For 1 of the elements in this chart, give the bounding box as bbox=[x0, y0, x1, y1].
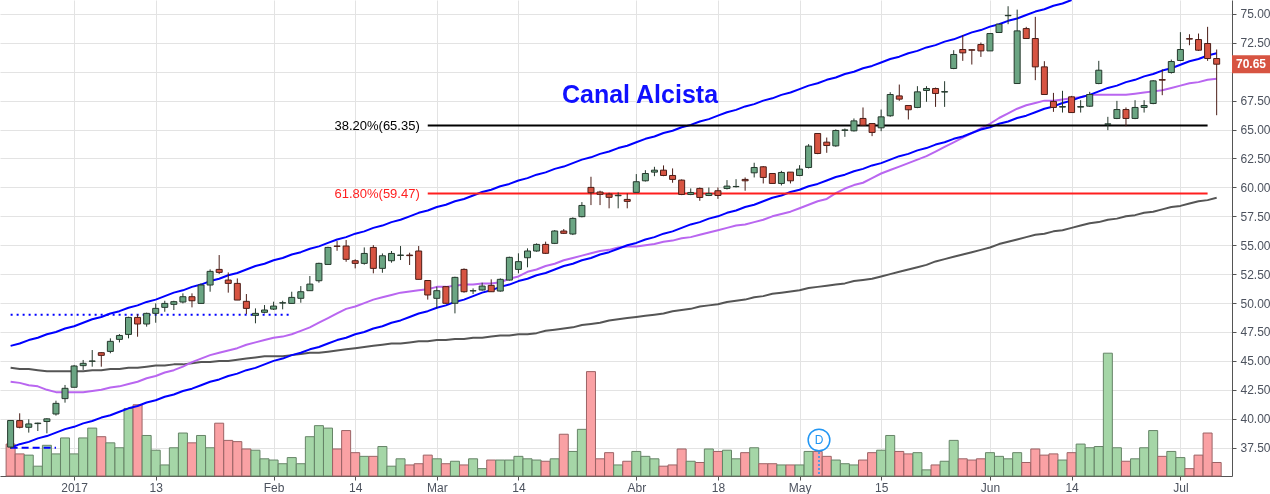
candlestick bbox=[43, 417, 51, 434]
